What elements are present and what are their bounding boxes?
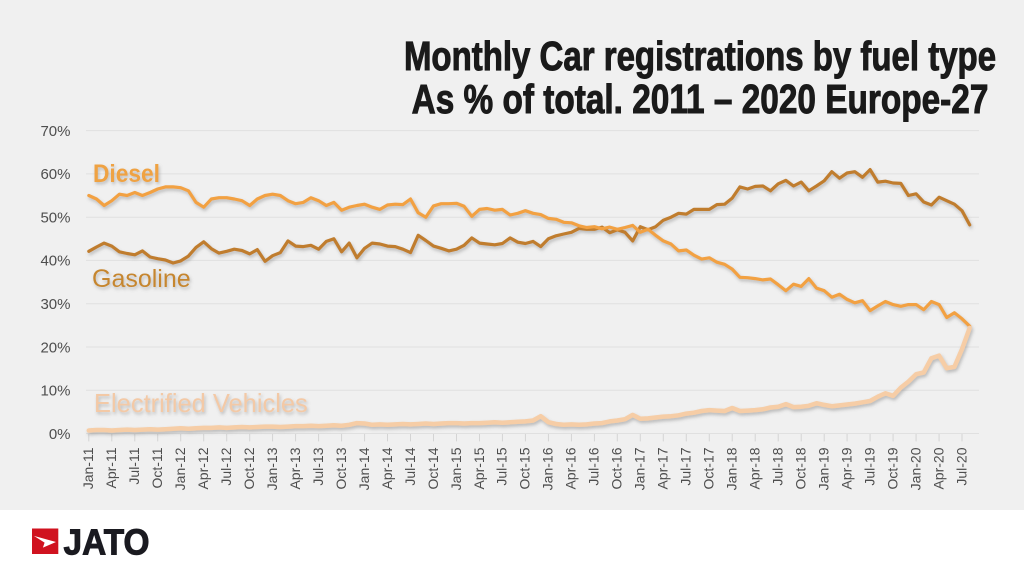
svg-text:Apr-15: Apr-15 xyxy=(471,447,487,489)
svg-text:Apr-11: Apr-11 xyxy=(103,447,119,488)
svg-text:Oct-11: Oct-11 xyxy=(149,447,165,488)
svg-text:Oct-15: Oct-15 xyxy=(517,447,533,489)
svg-text:Oct-17: Oct-17 xyxy=(701,447,717,489)
svg-text:Jan-20: Jan-20 xyxy=(907,447,923,490)
svg-text:Diesel: Diesel xyxy=(93,160,160,188)
svg-text:Jul-17: Jul-17 xyxy=(678,447,694,485)
svg-text:Jan-14: Jan-14 xyxy=(356,447,372,490)
svg-text:50%: 50% xyxy=(40,210,70,227)
svg-text:Apr-20: Apr-20 xyxy=(930,447,946,489)
svg-text:Jan-15: Jan-15 xyxy=(448,447,464,490)
svg-text:20%: 20% xyxy=(40,339,70,356)
svg-text:Jan-13: Jan-13 xyxy=(264,447,280,490)
svg-text:Oct-14: Oct-14 xyxy=(425,447,441,489)
svg-text:Oct-18: Oct-18 xyxy=(793,447,809,489)
svg-text:Jul-13: Jul-13 xyxy=(310,447,326,485)
svg-text:70%: 70% xyxy=(40,123,70,140)
svg-text:Gasoline: Gasoline xyxy=(92,265,191,293)
svg-text:Jul-14: Jul-14 xyxy=(402,447,418,485)
svg-text:Electrified Vehicles: Electrified Vehicles xyxy=(94,390,308,418)
svg-text:Jul-20: Jul-20 xyxy=(953,447,969,485)
svg-text:Oct-19: Oct-19 xyxy=(884,447,900,489)
svg-text:Jan-11: Jan-11 xyxy=(80,447,96,489)
svg-text:Jul-11: Jul-11 xyxy=(126,447,142,484)
svg-text:0%: 0% xyxy=(49,426,71,443)
svg-text:Oct-16: Oct-16 xyxy=(609,447,625,489)
svg-text:Apr-14: Apr-14 xyxy=(379,447,395,489)
svg-text:Jul-19: Jul-19 xyxy=(861,447,877,485)
svg-text:Oct-12: Oct-12 xyxy=(241,447,257,489)
svg-text:Monthly Car registrations by f: Monthly Car registrations by fuel type xyxy=(404,33,996,79)
svg-text:Jan-17: Jan-17 xyxy=(632,447,648,490)
svg-text:Apr-19: Apr-19 xyxy=(838,447,854,489)
svg-text:Apr-18: Apr-18 xyxy=(747,447,763,489)
svg-text:Apr-13: Apr-13 xyxy=(287,447,303,489)
svg-text:Apr-16: Apr-16 xyxy=(563,447,579,489)
svg-text:Jan-19: Jan-19 xyxy=(816,447,832,490)
svg-text:Jul-12: Jul-12 xyxy=(218,447,234,485)
svg-text:60%: 60% xyxy=(40,166,70,183)
svg-text:Oct-13: Oct-13 xyxy=(333,447,349,489)
svg-text:As % of total. 2011 – 2020 Eur: As % of total. 2011 – 2020 Europe-27 xyxy=(412,76,989,122)
svg-text:Jul-18: Jul-18 xyxy=(770,447,786,485)
svg-text:Jul-16: Jul-16 xyxy=(586,447,602,485)
svg-text:Apr-17: Apr-17 xyxy=(655,447,671,489)
svg-text:JATO: JATO xyxy=(64,523,150,562)
svg-text:30%: 30% xyxy=(40,296,70,313)
svg-text:Jan-16: Jan-16 xyxy=(540,447,556,490)
svg-text:Apr-12: Apr-12 xyxy=(195,447,211,489)
svg-text:10%: 10% xyxy=(40,383,70,400)
svg-text:40%: 40% xyxy=(40,253,70,270)
svg-text:Jan-18: Jan-18 xyxy=(724,447,740,490)
svg-text:Jan-12: Jan-12 xyxy=(172,447,188,490)
svg-text:Jul-15: Jul-15 xyxy=(494,447,510,485)
